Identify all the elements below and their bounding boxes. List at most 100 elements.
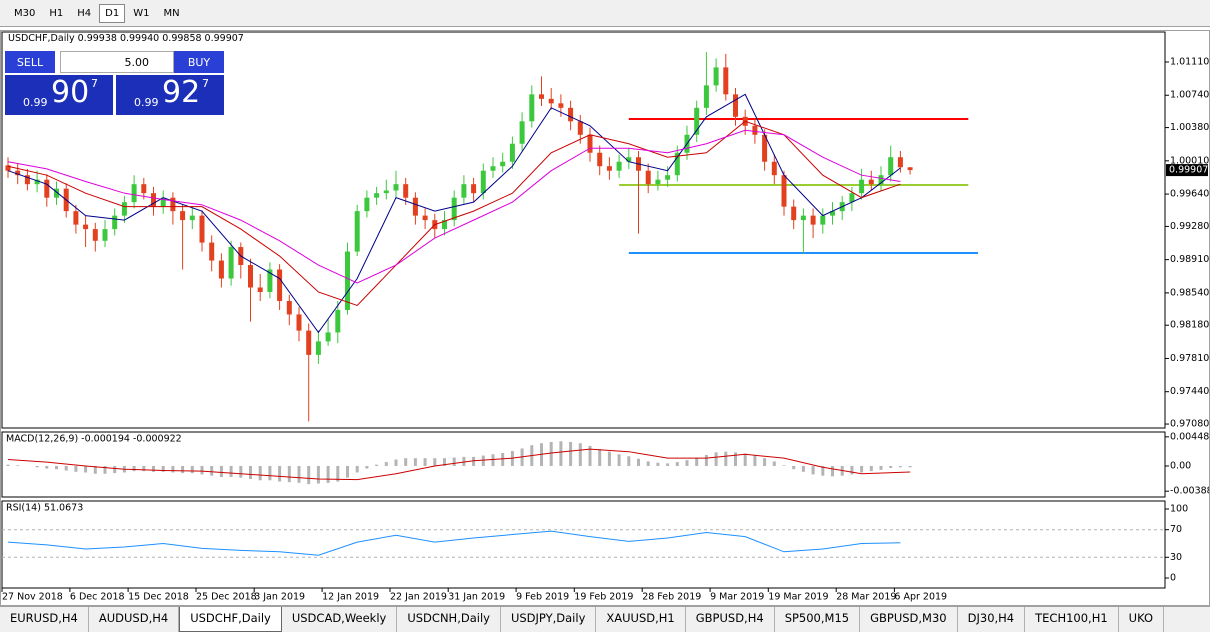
chart-tab[interactable]: USDJPY,Daily: [501, 607, 597, 632]
y-tick-label: -0.003883: [1170, 486, 1210, 497]
ask-quote[interactable]: 0.99 92 7: [116, 75, 224, 115]
chart-tab[interactable]: AUDUSD,H4: [89, 607, 180, 632]
candle-body: [655, 179, 661, 185]
sell-button[interactable]: SELL: [5, 51, 55, 73]
panel-frame: [1, 431, 1166, 498]
chart-tab[interactable]: USDCNH,Daily: [397, 607, 501, 632]
histogram-bar: [908, 465, 912, 468]
histogram-bar: [210, 465, 214, 476]
histogram-bar: [792, 465, 796, 470]
timeframe-button[interactable]: D1: [99, 3, 126, 23]
timeframe-button[interactable]: MN: [163, 7, 180, 19]
indicator-line: [7, 129, 901, 284]
timeframe-button[interactable]: H1: [49, 7, 64, 19]
candle-body: [257, 287, 263, 292]
histogram-bar: [472, 456, 476, 466]
timeframe-toolbar: M30 H1 H4 D1 W1 MN: [0, 0, 1210, 27]
histogram-bar: [200, 465, 204, 475]
candle-body: [509, 143, 515, 162]
candle-body: [160, 197, 166, 207]
candle-body: [568, 107, 574, 122]
histogram-bar: [598, 449, 602, 466]
histogram-bar: [607, 451, 611, 466]
bid-quote[interactable]: 0.99 90 7: [5, 75, 113, 115]
candle-body: [723, 67, 729, 95]
histogram-bar: [772, 461, 776, 466]
candle-body: [296, 314, 302, 331]
x-tick-label: 22 Jan 2019: [390, 592, 447, 603]
panel-frame: [1, 31, 1166, 429]
histogram-bar: [171, 465, 175, 473]
histogram-bar: [190, 465, 194, 474]
histogram-bar: [821, 465, 825, 476]
candle-body: [703, 85, 709, 108]
timeframe-button[interactable]: W1: [133, 7, 150, 19]
histogram-bar: [45, 465, 49, 469]
candle-body: [752, 125, 758, 135]
y-tick-label: 0.99640: [1170, 189, 1209, 200]
chart-tab[interactable]: GBPUSD,M30: [860, 607, 958, 632]
y-tick-label: 30: [1170, 552, 1182, 563]
x-tick-label: 9 Mar 2019: [710, 592, 764, 603]
x-tick-label: 25 Dec 2018: [196, 592, 257, 603]
histogram-bar: [152, 465, 155, 472]
chart-tab[interactable]: XAUUSD,H1: [596, 607, 686, 632]
y-tick-label: 0.004487: [1170, 431, 1210, 442]
histogram-bar: [491, 454, 495, 466]
histogram-bar: [452, 457, 456, 466]
candle-body: [674, 152, 680, 176]
timeframe-button[interactable]: M30: [14, 7, 36, 19]
histogram-bar: [801, 465, 805, 472]
chart-tab[interactable]: USDCHF,Daily: [179, 607, 282, 632]
y-tick-label: 0.98540: [1170, 287, 1209, 298]
lot-input[interactable]: 5.00: [60, 51, 174, 73]
candle-body: [810, 215, 816, 225]
candle-body: [868, 179, 874, 185]
histogram-bar: [268, 465, 272, 481]
x-tick-label: 28 Mar 2019: [836, 592, 896, 603]
candle-body: [141, 184, 147, 194]
candle-body: [277, 269, 283, 301]
timeframe-button[interactable]: H4: [77, 7, 92, 19]
histogram-bar: [617, 454, 621, 466]
histogram-bar: [831, 465, 834, 477]
candle-body: [616, 161, 622, 171]
candle-body: [665, 175, 671, 180]
chart-tab[interactable]: UKO: [1119, 607, 1165, 632]
candle-body: [112, 215, 118, 230]
candle-body: [325, 332, 331, 342]
histogram-bar: [850, 465, 854, 475]
candle-body: [286, 300, 292, 315]
candle-body: [345, 251, 350, 310]
chart-tab[interactable]: TECH100,H1: [1025, 607, 1119, 632]
buy-button[interactable]: BUY: [174, 51, 224, 73]
indicator-line: [7, 530, 901, 556]
candle-body: [888, 157, 894, 176]
histogram-bar: [307, 465, 311, 485]
chart-tab[interactable]: DJ30,H4: [958, 607, 1026, 632]
x-tick-label: 6 Dec 2018: [70, 592, 125, 603]
y-tick-label: 0.98910: [1170, 254, 1209, 265]
chart-tab[interactable]: GBPUSD,H4: [686, 607, 775, 632]
histogram-bar: [16, 465, 20, 466]
histogram-bar: [74, 465, 78, 472]
candle-body: [73, 211, 79, 225]
histogram-bar: [64, 465, 68, 471]
histogram-bar: [578, 443, 582, 466]
chart-header: USDCHF,Daily 0.99938 0.99940 0.99858 0.9…: [8, 33, 244, 44]
histogram-bar: [675, 462, 679, 466]
histogram-bar: [869, 465, 873, 472]
chart-tab[interactable]: SP500,M15: [775, 607, 861, 632]
candle-body: [374, 193, 380, 198]
histogram-bar: [695, 457, 699, 466]
chart-tab[interactable]: USDCAD,Weekly: [282, 607, 398, 632]
candle-body: [92, 229, 98, 241]
x-tick-label: 12 Jan 2019: [322, 592, 379, 603]
chart-tab[interactable]: EURUSD,H4: [0, 607, 89, 632]
histogram-bar: [753, 455, 757, 466]
last-price-label: 0.99907: [1169, 165, 1208, 176]
candle-body: [587, 134, 593, 153]
bid-prefix: 0.99: [23, 96, 48, 109]
histogram-bar: [55, 465, 58, 470]
histogram-bar: [637, 458, 640, 466]
